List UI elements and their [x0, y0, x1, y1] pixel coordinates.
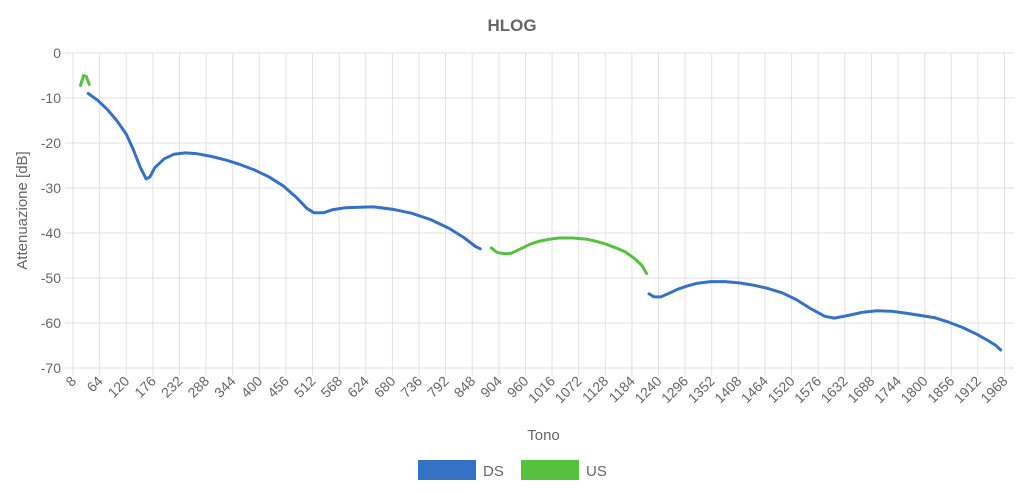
series-line-us	[79, 74, 91, 87]
legend-label-us: US	[586, 463, 607, 480]
x-tick-label: 64	[83, 373, 105, 395]
chart-title: HLOG	[487, 16, 537, 35]
x-tick-label: 1016	[525, 373, 558, 406]
series-line-ds	[86, 92, 482, 251]
x-tick-label: 1520	[764, 373, 797, 406]
y-tick-label: 0	[53, 45, 61, 61]
x-axis-title: Tono	[527, 427, 560, 444]
y-tick-label: -40	[41, 225, 61, 241]
x-tick-label: 288	[184, 373, 212, 401]
y-tick-label: -20	[41, 135, 61, 151]
x-tick-label: 1128	[579, 373, 612, 406]
x-tick-label: 456	[264, 373, 292, 401]
x-tick-label: 1744	[871, 373, 904, 406]
y-axis-title: Attenuazione [dB]	[14, 151, 31, 269]
x-tick-label: 512	[291, 373, 319, 401]
x-tick-label: 1072	[551, 373, 584, 406]
x-tick-label: 1576	[791, 373, 824, 406]
x-tick-label: 120	[105, 373, 133, 401]
series-line-ds	[647, 280, 1003, 352]
x-tick-label: 1912	[951, 373, 984, 406]
x-tick-label: 1352	[685, 373, 718, 406]
legend: DS US	[418, 460, 607, 480]
y-tick-label: -50	[41, 270, 61, 286]
series-ds	[86, 92, 1003, 352]
series-us	[79, 74, 649, 275]
legend-swatch-ds	[418, 460, 476, 480]
x-tick-label: 400	[238, 373, 266, 401]
x-tick-label: 1464	[738, 373, 771, 406]
x-tick-label: 1408	[711, 373, 744, 406]
y-tick-label: -70	[41, 360, 61, 376]
x-tick-label: 736	[397, 373, 425, 401]
x-tick-label: 624	[344, 373, 372, 401]
legend-swatch-us	[521, 460, 579, 480]
x-tick-label: 1856	[924, 373, 957, 406]
x-tick-label: 176	[131, 373, 159, 401]
x-tick-label: 680	[371, 373, 399, 401]
x-tick-label: 8	[62, 373, 79, 390]
x-tick-label: 1296	[658, 373, 691, 406]
y-tick-label: -60	[41, 315, 61, 331]
x-tick-label: 1240	[631, 373, 664, 406]
x-tick-label: 232	[158, 373, 186, 401]
x-tick-label: 1800	[897, 373, 930, 406]
x-tick-label: 792	[424, 373, 452, 401]
y-tick-label: -30	[41, 180, 61, 196]
x-tick-label: 1968	[977, 373, 1010, 406]
grid-lines	[65, 52, 1014, 376]
legend-label-ds: DS	[483, 463, 504, 480]
x-tick-label: 568	[317, 373, 345, 401]
x-tick-label: 1184	[605, 373, 638, 406]
series-line-us	[489, 236, 649, 275]
x-tick-label: 1632	[818, 373, 851, 406]
x-tick-label: 1688	[844, 373, 877, 406]
x-tick-label: 904	[477, 373, 505, 401]
x-tick-label: 344	[211, 373, 239, 401]
y-tick-label: -10	[41, 90, 61, 106]
x-tick-label: 848	[451, 373, 479, 401]
